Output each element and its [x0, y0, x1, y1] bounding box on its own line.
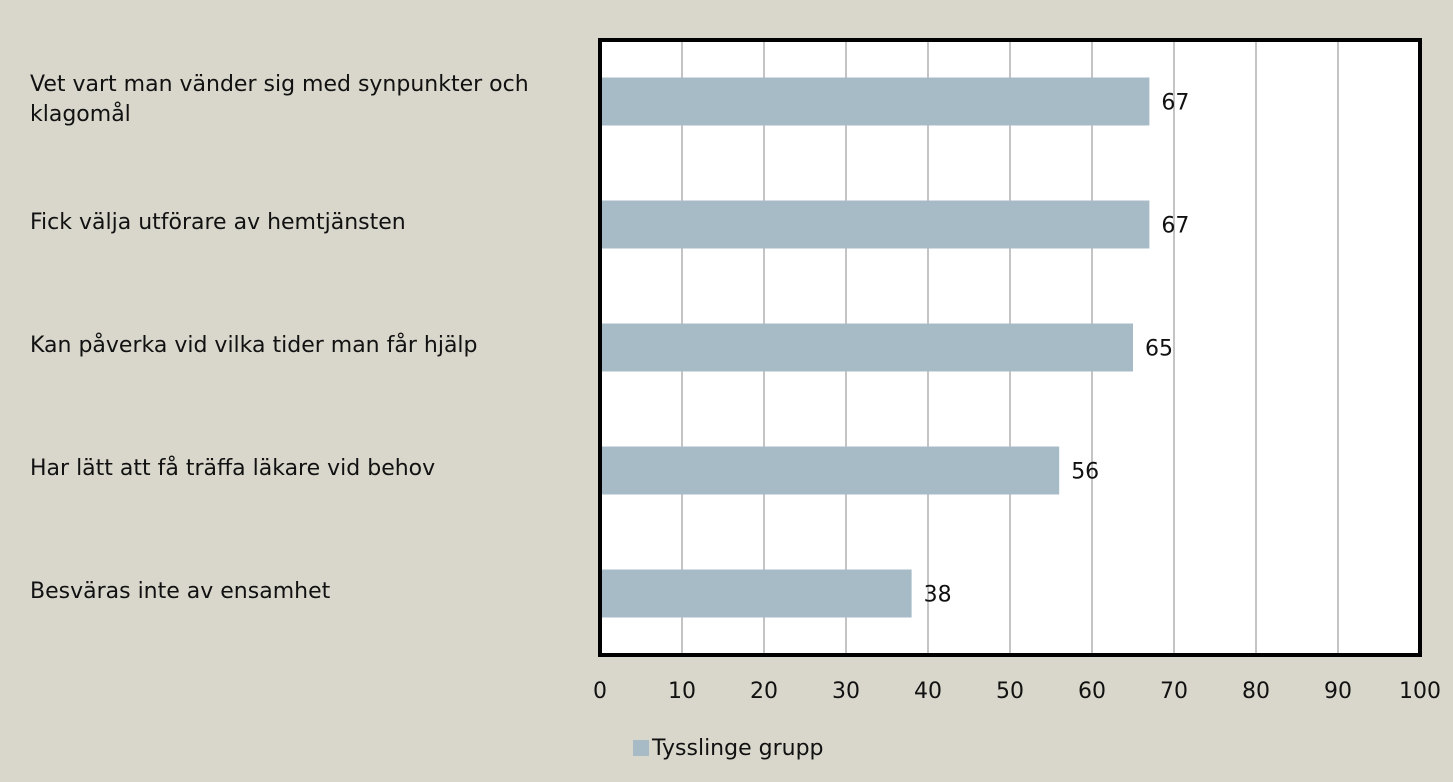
bar	[600, 323, 1133, 372]
legend-label: Tysslinge grupp	[651, 736, 824, 761]
x-tick-label: 20	[750, 679, 778, 704]
x-tick-label: 90	[1324, 679, 1352, 704]
x-tick-label: 0	[593, 679, 607, 704]
x-tick-label: 100	[1399, 679, 1441, 704]
category-label: Fick välja utförare av hemtjänsten	[30, 209, 406, 235]
x-tick-label: 30	[832, 679, 860, 704]
x-tick-label: 80	[1242, 679, 1270, 704]
legend-swatch	[633, 740, 649, 756]
bar	[600, 446, 1060, 495]
x-tick-label: 50	[996, 679, 1024, 704]
value-label: 67	[1161, 91, 1189, 116]
plot-border	[598, 38, 1422, 657]
bar	[600, 200, 1150, 249]
value-label: 38	[924, 583, 952, 608]
value-label: 67	[1161, 214, 1189, 239]
x-tick-label: 60	[1078, 679, 1106, 704]
value-label: 65	[1145, 337, 1173, 362]
value-label: 56	[1071, 460, 1099, 485]
category-label: Besväras inte av ensamhet	[30, 578, 331, 604]
bar	[600, 77, 1150, 126]
bar	[600, 569, 912, 618]
category-label: Har lätt att få träffa läkare vid behov	[30, 455, 436, 481]
category-label: Vet vart man vänder sig med synpunkter o…	[30, 71, 529, 127]
x-tick-label: 40	[914, 679, 942, 704]
x-tick-label: 70	[1160, 679, 1188, 704]
category-label: Kan påverka vid vilka tider man får hjäl…	[30, 332, 478, 358]
x-tick-label: 10	[668, 679, 696, 704]
